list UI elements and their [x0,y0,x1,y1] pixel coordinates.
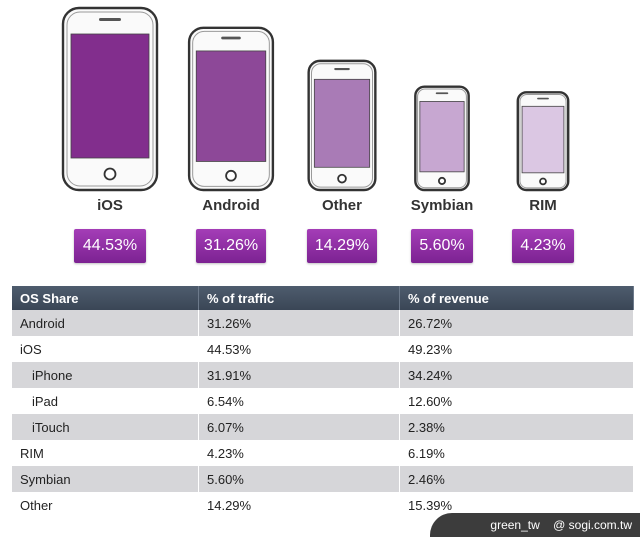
row-traffic: 4.23% [198,440,400,466]
row-revenue: 26.72% [399,310,634,336]
os-label: Other [321,197,362,214]
os-label: Symbian [410,197,474,214]
watermark-site: @ sogi.com.tw [553,518,632,532]
table-row: iOS 44.53% 49.23% [12,336,634,362]
row-os: iPhone [12,362,199,388]
row-os: RIM [12,440,199,466]
row-revenue: 6.19% [399,440,634,466]
home-button [539,177,547,186]
row-os: iTouch [12,414,199,440]
row-revenue: 12.60% [399,388,634,414]
home-button [337,173,347,184]
os-label: RIM [529,197,557,214]
header-os-share: OS Share [12,286,199,310]
table-row: Symbian 5.60% 2.46% [12,466,634,492]
row-traffic: 44.53% [198,336,400,362]
phone-speaker [435,92,449,95]
phone-speaker [334,67,350,71]
share-badge: 5.60% [411,229,473,263]
row-traffic: 31.26% [198,310,400,336]
row-revenue: 2.46% [399,466,634,492]
table-row: iTouch 6.07% 2.38% [12,414,634,440]
os-label: Android [202,197,260,214]
row-revenue: 34.24% [399,362,634,388]
row-os: Other [12,492,199,518]
phone-screen [419,101,465,173]
watermark-author: green_tw [490,518,540,532]
row-os: Android [12,310,199,336]
phone-screen [313,78,371,168]
home-button [437,176,447,185]
home-button [103,167,117,181]
phone-bezel [192,30,270,187]
phone-screen [195,50,267,162]
phone-screen [70,33,150,159]
phone-speaker [221,36,241,40]
phone-bezel [519,94,567,189]
row-os: Symbian [12,466,199,492]
row-traffic: 5.60% [198,466,400,492]
table-row: iPad 6.54% 12.60% [12,388,634,414]
phone-chart [61,6,570,192]
header-traffic: % of traffic [198,286,400,310]
share-badge: 31.26% [196,229,266,263]
phone-bezel [310,63,374,188]
row-traffic: 31.91% [198,362,400,388]
phone-bezel [66,11,154,187]
os-label: iOS [97,197,123,214]
phone-speaker [537,97,549,100]
phone-bezel [417,88,467,189]
os-share-table: OS Share % of traffic % of revenue Andro… [12,286,634,518]
row-os: iPad [12,388,199,414]
phone-screen [521,105,565,174]
header-revenue: % of revenue [399,286,634,310]
table-row: Android 31.26% 26.72% [12,310,634,336]
row-revenue: 2.38% [399,414,634,440]
watermark: green_tw @ sogi.com.tw [430,513,640,537]
row-revenue: 49.23% [399,336,634,362]
share-badge: 4.23% [512,229,574,263]
share-badge: 14.29% [307,229,377,263]
table-row: RIM 4.23% 6.19% [12,440,634,466]
phone-speaker [99,18,121,21]
home-button [225,169,237,182]
row-os: iOS [12,336,199,362]
row-traffic: 14.29% [198,492,400,518]
table-row: iPhone 31.91% 34.24% [12,362,634,388]
share-badge: 44.53% [74,229,146,263]
row-traffic: 6.07% [198,414,400,440]
table-header-row: OS Share % of traffic % of revenue [12,286,634,310]
row-traffic: 6.54% [198,388,400,414]
phone-graphic [61,6,570,192]
